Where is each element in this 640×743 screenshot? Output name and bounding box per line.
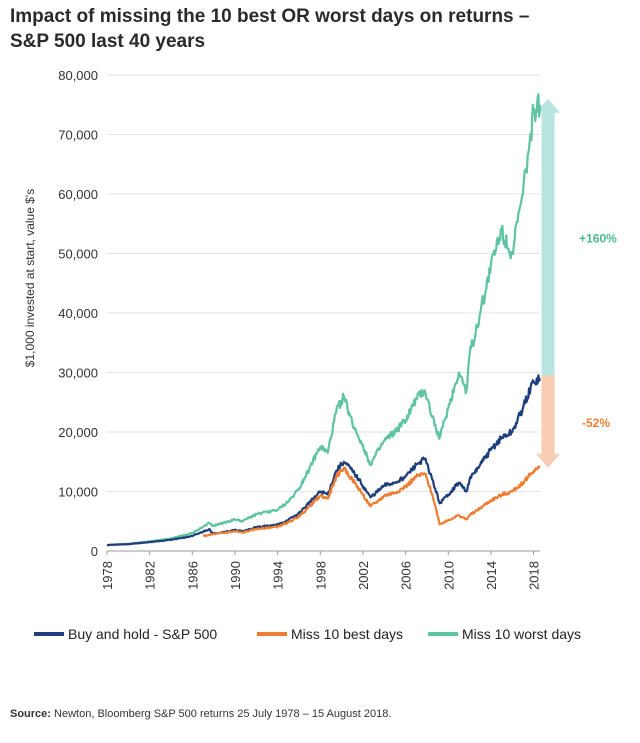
x-tick-label: 2014 <box>484 561 499 590</box>
gain-arrow <box>536 98 560 376</box>
y-tick-label: 30,000 <box>58 366 98 381</box>
x-tick-label: 2006 <box>399 561 414 590</box>
legend-label: Buy and hold - S&P 500 <box>68 626 217 642</box>
legend: Buy and hold - S&P 500 Miss 10 best days M… <box>34 626 581 642</box>
loss-arrow <box>536 375 560 468</box>
title-line-1: Impact of missing the 10 best OR worst d… <box>10 6 530 27</box>
y-tick-label: 0 <box>91 544 98 559</box>
legend-label: Miss 10 worst days <box>462 626 581 642</box>
legend-item-miss-best: Miss 10 best days <box>257 626 403 642</box>
gridlines <box>107 74 540 492</box>
x-tick-label: 1982 <box>143 561 158 590</box>
x-tick-label: 1994 <box>271 561 286 590</box>
x-tick-label: 1990 <box>228 561 243 590</box>
x-axis-ticks: 1978 1982 1986 1990 1994 1998 2002 2006 2010 2014… <box>100 551 542 590</box>
title-line-2: S&P 500 last 40 years <box>10 31 206 52</box>
x-tick-label: 1978 <box>100 561 115 590</box>
source-note: Source: Newton, Bloomberg S&P 500 return… <box>10 708 391 720</box>
y-tick-label: 20,000 <box>58 425 98 440</box>
x-tick-label: 2002 <box>356 561 371 590</box>
y-tick-label: 60,000 <box>58 187 98 202</box>
source-text: Newton, Bloomberg S&P 500 returns 25 Jul… <box>54 708 392 720</box>
y-tick-label: 40,000 <box>58 306 98 321</box>
y-tick-label: 50,000 <box>58 247 98 262</box>
line-chart: 0 10,000 20,000 30,000 40,000 50,000 60,000 70,… <box>23 68 617 642</box>
gain-annotation: +160% <box>579 232 617 246</box>
legend-item-miss-worst: Miss 10 worst days <box>428 626 581 642</box>
series-line-miss-worst <box>106 93 542 547</box>
y-tick-label: 70,000 <box>58 128 98 143</box>
difference-arrows: +160% -52% <box>536 98 617 468</box>
series-line-miss-best <box>202 465 541 538</box>
series-line-buy-hold <box>106 374 542 547</box>
x-tick-label: 1986 <box>185 561 200 590</box>
y-tick-label: 80,000 <box>58 68 98 83</box>
y-tick-label: 10,000 <box>58 485 98 500</box>
legend-item-buy-hold: Buy and hold - S&P 500 <box>34 626 217 642</box>
source-label: Source: <box>10 708 51 720</box>
x-tick-label: 1998 <box>313 561 328 590</box>
chart-title: Impact of missing the 10 best OR worst d… <box>10 4 630 54</box>
y-axis-ticks: 0 10,000 20,000 30,000 40,000 50,000 60,000 70,… <box>58 68 98 559</box>
y-axis-label: $1,000 invested at start, value $'s <box>23 189 37 367</box>
legend-label: Miss 10 best days <box>291 626 403 642</box>
series-lines <box>106 93 542 547</box>
x-tick-label: 2010 <box>441 561 456 590</box>
x-tick-label: 2018 <box>527 561 542 590</box>
loss-annotation: -52% <box>582 416 610 430</box>
